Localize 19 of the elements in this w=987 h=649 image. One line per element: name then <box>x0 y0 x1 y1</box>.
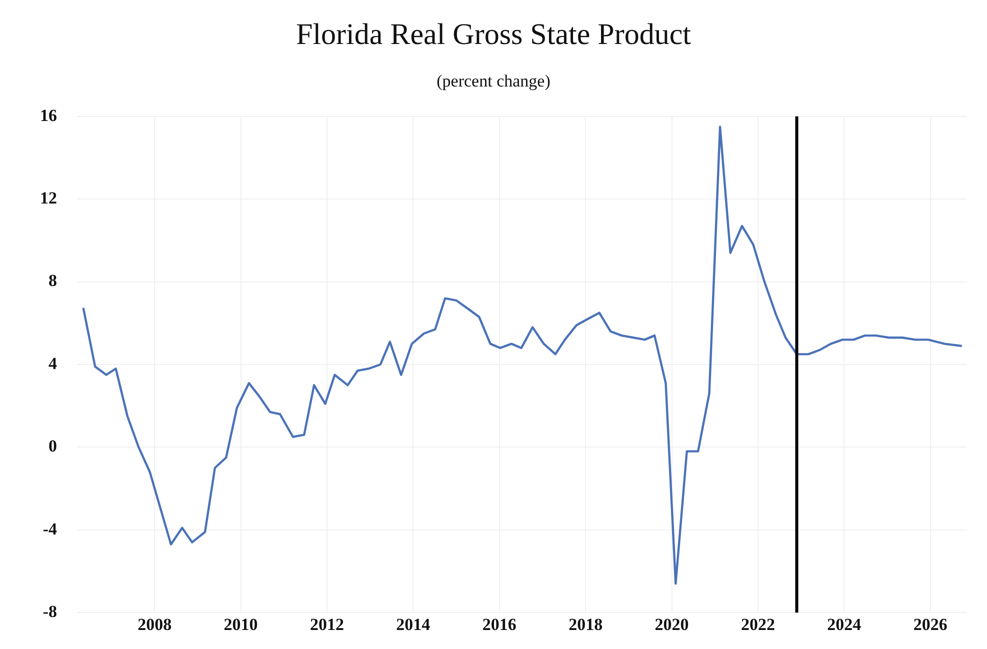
x-tick-label: 2026 <box>913 615 948 634</box>
y-tick-label: 4 <box>48 354 58 373</box>
x-tick-label: 2018 <box>568 615 603 634</box>
y-tick-label: 0 <box>48 436 57 456</box>
x-tick-label: 2012 <box>310 615 344 634</box>
y-tick-label: 12 <box>40 188 57 208</box>
y-tick-label: -4 <box>42 519 58 538</box>
y-tick-label: -8 <box>42 602 57 621</box>
x-tick-label: 2008 <box>138 615 172 634</box>
chart-title: Florida Real Gross State Product <box>296 18 692 51</box>
chart-subtitle: (percent change) <box>436 72 550 91</box>
x-tick-label: 2020 <box>654 615 689 634</box>
y-tick-label: 8 <box>48 271 57 290</box>
x-tick-label: 2024 <box>827 615 862 634</box>
x-tick-label: 2022 <box>740 615 775 634</box>
x-tick-label: 2016 <box>482 615 516 634</box>
x-tick-label: 2014 <box>396 615 431 634</box>
y-tick-label: 16 <box>40 106 57 125</box>
x-tick-label: 2010 <box>224 615 258 634</box>
